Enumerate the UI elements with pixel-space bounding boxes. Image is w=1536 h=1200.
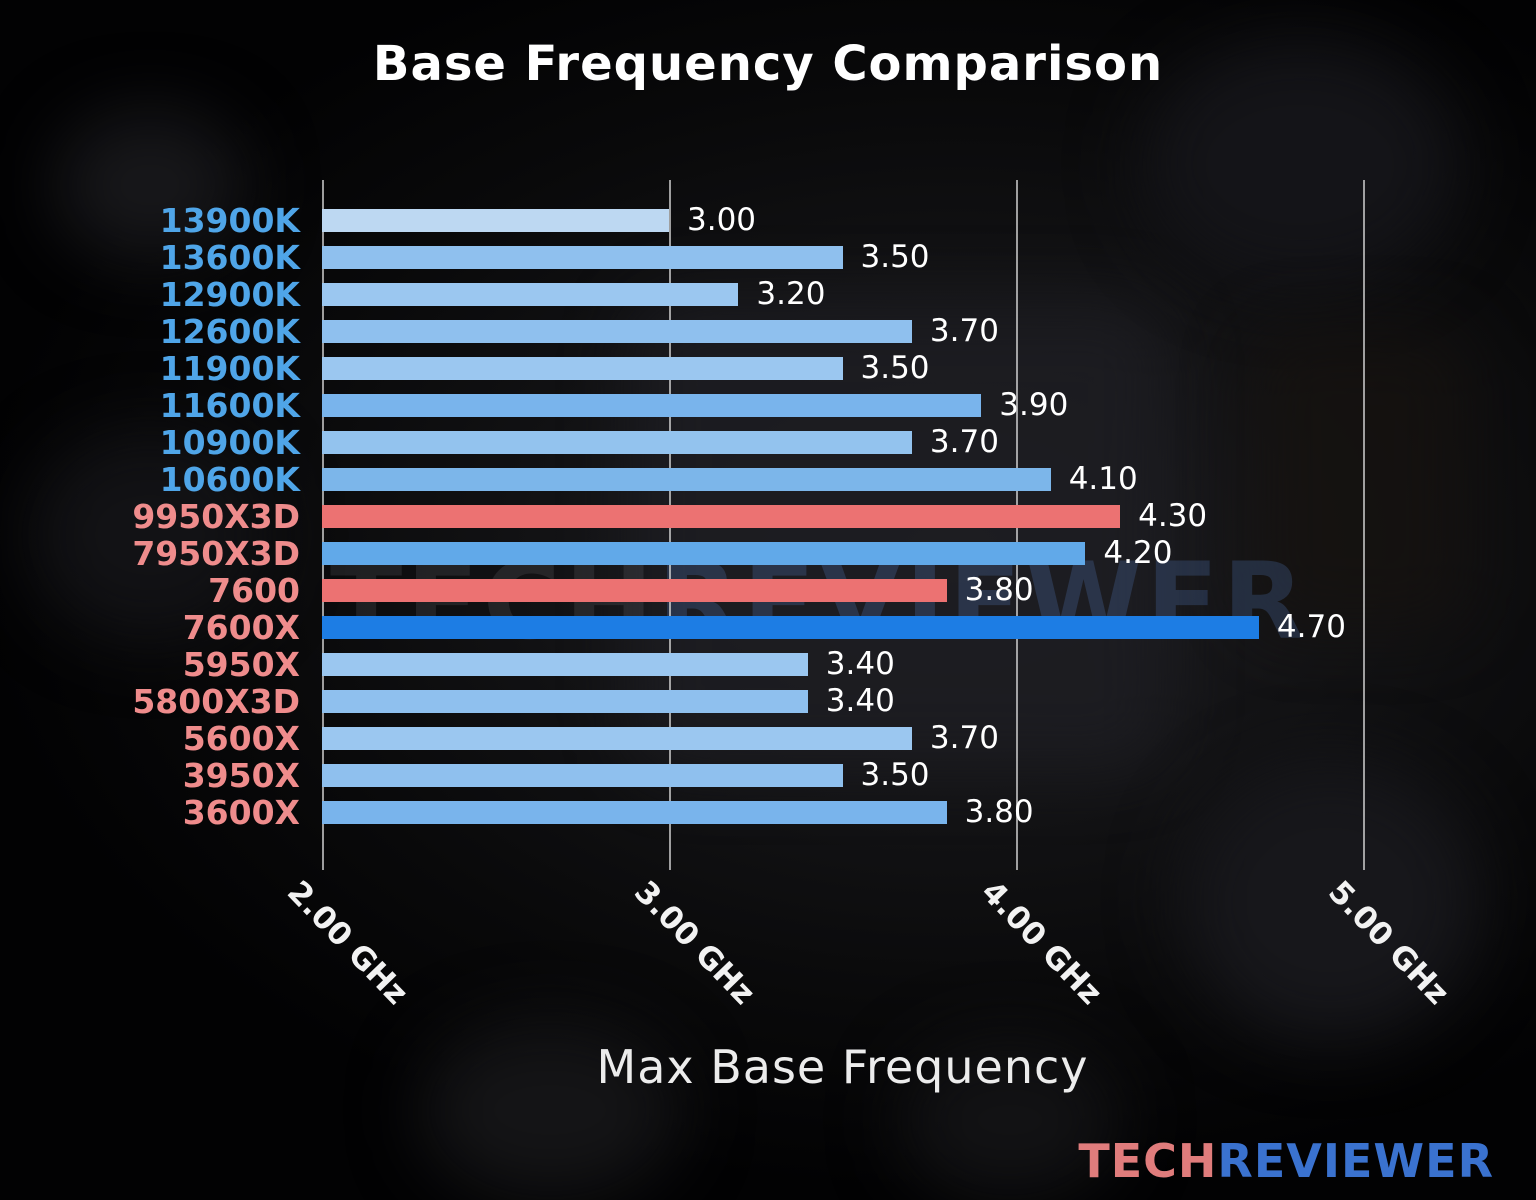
- bar-row: 12900K 3.20: [160, 276, 1462, 313]
- category-label: 5950X: [182, 645, 300, 684]
- category-label: 12900K: [159, 275, 300, 314]
- bar: [322, 394, 982, 417]
- x-axis-label: Max Base Frequency: [596, 1040, 1089, 1094]
- bar-row: 10900K 3.70: [160, 424, 1462, 461]
- bar-row: 7950X3D 4.20: [132, 535, 1462, 572]
- bar: [322, 246, 843, 269]
- bar: [322, 579, 947, 602]
- bar-row: 3600X 3.80: [183, 794, 1462, 831]
- background-blur-shape: [1250, 330, 1470, 630]
- category-label: 12600K: [159, 312, 300, 351]
- value-label: 3.80: [964, 572, 1034, 608]
- category-label: 7600X: [182, 608, 300, 647]
- value-label: 4.10: [1068, 461, 1138, 497]
- bar: [322, 431, 912, 454]
- value-label: 3.50: [860, 757, 930, 793]
- plot-area: 13900K 3.00 13600K 3.50 12900K 3.20 12600K 3.70…: [132, 180, 1462, 1012]
- value-label: 3.00: [687, 202, 757, 238]
- background-blur-shape: [1140, 40, 1460, 290]
- rows: 13900K 3.00 13600K 3.50 12900K 3.20 12600K 3.70…: [132, 202, 1462, 831]
- value-label: 3.20: [756, 276, 826, 312]
- brand-logo-tech: TECH: [1078, 1134, 1218, 1188]
- category-label: 5600X: [182, 719, 300, 758]
- bar-row: 7600 3.80: [208, 572, 1462, 609]
- value-label: 3.40: [825, 646, 895, 682]
- bar-row: 9950X3D 4.30: [132, 498, 1462, 535]
- category-label: 13600K: [159, 238, 300, 277]
- value-label: 3.50: [860, 350, 930, 386]
- bar: [322, 283, 739, 306]
- category-label: 11600K: [159, 386, 300, 425]
- category-label: 7950X3D: [132, 534, 300, 573]
- value-label: 3.50: [860, 239, 930, 275]
- bar-row: 11600K 3.90: [160, 387, 1462, 424]
- bar: [322, 505, 1121, 528]
- bar-row: 13900K 3.00: [160, 202, 1462, 239]
- bar-row: 11900K 3.50: [160, 350, 1462, 387]
- bar-row: 5950X 3.40: [183, 646, 1462, 683]
- value-label: 4.30: [1138, 498, 1208, 534]
- background-blur-shape: [30, 430, 270, 640]
- bar: [322, 357, 843, 380]
- bar: [322, 616, 1259, 639]
- bar-row: 5600X 3.70: [183, 720, 1462, 757]
- brand-logo-reviewer: REVIEWER: [1217, 1134, 1494, 1188]
- bar-row: 13600K 3.50: [160, 239, 1462, 276]
- bar: [322, 727, 912, 750]
- chart-title: Base Frequency Comparison: [372, 36, 1164, 92]
- category-label: 9950X3D: [132, 497, 300, 536]
- gridline: [1363, 180, 1365, 870]
- category-label: 10900K: [159, 423, 300, 462]
- bar-row: 3950X 3.50: [183, 757, 1462, 794]
- category-label: 5800X3D: [132, 682, 300, 721]
- bar: [322, 209, 669, 232]
- category-label: 7600: [208, 571, 300, 610]
- value-label: 3.70: [929, 424, 999, 460]
- bar: [322, 542, 1086, 565]
- value-label: 3.80: [964, 794, 1034, 830]
- category-label: 3950X: [182, 756, 300, 795]
- category-label: 13900K: [159, 201, 300, 240]
- value-label: 4.70: [1276, 609, 1346, 645]
- value-label: 3.70: [929, 720, 999, 756]
- category-label: 10600K: [159, 460, 300, 499]
- value-label: 4.20: [1103, 535, 1173, 571]
- category-label: 11900K: [159, 349, 300, 388]
- bar-row: 10600K 4.10: [160, 461, 1462, 498]
- bar-row: 7600X 4.70: [183, 609, 1462, 646]
- value-label: 3.40: [825, 683, 895, 719]
- background-blur-shape: [1180, 760, 1480, 1040]
- value-label: 3.90: [999, 387, 1069, 423]
- bar: [322, 653, 808, 676]
- brand-logo: TECHREVIEWER: [1078, 1134, 1494, 1188]
- background-blur-shape: [900, 1040, 1120, 1200]
- bar: [322, 690, 808, 713]
- bar: [322, 320, 912, 343]
- bar-row: 5800X3D 3.40: [132, 683, 1462, 720]
- background-blur-shape: [55, 110, 245, 260]
- bar: [322, 801, 947, 824]
- category-label: 3600X: [182, 793, 300, 832]
- value-label: 3.70: [929, 313, 999, 349]
- bar-row: 12600K 3.70: [160, 313, 1462, 350]
- bar: [322, 468, 1051, 491]
- background-blur-shape: [420, 1020, 680, 1200]
- bar: [322, 764, 843, 787]
